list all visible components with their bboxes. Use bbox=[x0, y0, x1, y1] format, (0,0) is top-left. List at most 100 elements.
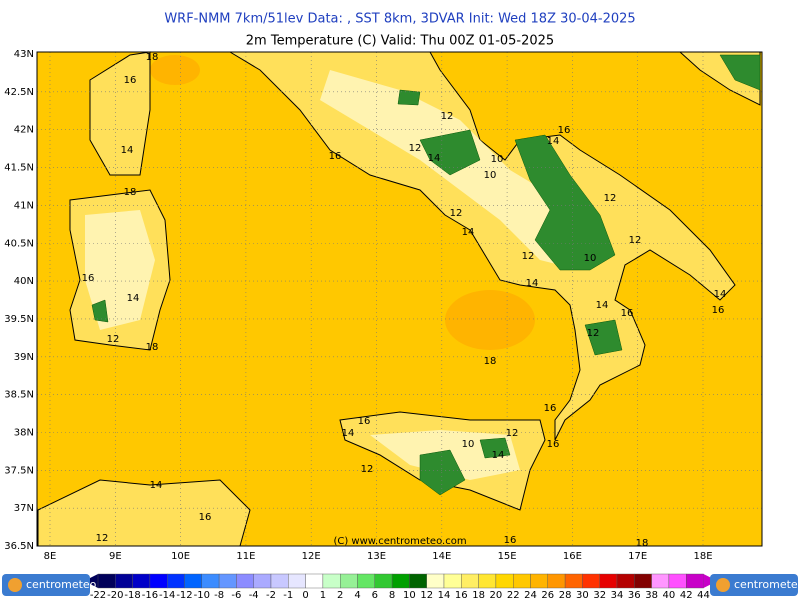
colorbar-label: -6 bbox=[231, 590, 241, 600]
colorbar-box bbox=[322, 573, 341, 589]
colorbar-label: -22 bbox=[90, 590, 106, 600]
colorbar-box bbox=[599, 573, 618, 589]
contour-label: 14 bbox=[127, 293, 140, 304]
contour-label: 12 bbox=[441, 111, 454, 122]
colorbar-box bbox=[461, 573, 479, 589]
colorbar-label: -2 bbox=[266, 590, 276, 600]
corsica bbox=[89, 51, 151, 176]
colorbar-label: -18 bbox=[124, 590, 140, 600]
frame bbox=[36, 51, 763, 547]
contour-label: 14 bbox=[121, 145, 134, 156]
colorbar-label: 38 bbox=[645, 590, 658, 600]
colorbar-box bbox=[166, 573, 185, 589]
map-area: 16 18 14 18 16 14 12 18 16 12 12 14 10 10 16 14 12 14 12 12… bbox=[36, 51, 763, 549]
colorbar: -22 -20 -18 -16 -14 -12 -10 -8 -6 -4 -2 -1 0 1 2 4 6 8 10 1… bbox=[84, 573, 718, 601]
colorbar-label: 16 bbox=[455, 590, 468, 600]
contour-label: 16 bbox=[329, 151, 342, 162]
contour-label: 12 bbox=[604, 193, 617, 204]
colorbar-box bbox=[201, 573, 220, 589]
colorbar-label: -8 bbox=[214, 590, 224, 600]
colorbar-box bbox=[374, 573, 393, 589]
lon-label: 13E bbox=[367, 551, 386, 562]
contour-label: 18 bbox=[146, 342, 159, 353]
logo-text: centrometeo bbox=[26, 578, 97, 591]
logo-text: centrometeo bbox=[734, 578, 800, 591]
colorbar-label: 40 bbox=[663, 590, 676, 600]
lon-label: 12E bbox=[302, 551, 321, 562]
colorbar-label: 44 bbox=[697, 590, 710, 600]
colorbar-arrow-left bbox=[84, 574, 98, 588]
lat-label: 41.5N bbox=[4, 163, 34, 174]
colorbar-label: -12 bbox=[176, 590, 192, 600]
colorbar-box bbox=[547, 573, 566, 589]
contour-label: 12 bbox=[409, 143, 422, 154]
colorbar-box bbox=[409, 573, 427, 589]
colorbar-label: 4 bbox=[354, 590, 360, 600]
lon-label: 16E bbox=[563, 551, 582, 562]
colorbar-box bbox=[115, 573, 133, 589]
warm-sea-patch bbox=[445, 290, 535, 350]
lat-label: 37N bbox=[14, 503, 34, 514]
colorbar-label: 0 bbox=[302, 590, 308, 600]
colorbar-label: 14 bbox=[438, 590, 451, 600]
lat-label: 38.5N bbox=[4, 390, 34, 401]
colorbar-box bbox=[495, 573, 514, 589]
contour-label: 18 bbox=[124, 187, 137, 198]
contour-label: 14 bbox=[596, 300, 609, 311]
contour-label: 12 bbox=[96, 533, 109, 544]
colorbar-box bbox=[634, 573, 652, 589]
lat-label: 39N bbox=[14, 352, 34, 363]
lat-label: 40.5N bbox=[4, 238, 34, 249]
contour-label: 18 bbox=[636, 538, 649, 549]
colorbar-box bbox=[616, 573, 635, 589]
mountains bbox=[479, 437, 511, 459]
mountains bbox=[719, 54, 761, 91]
colorbar-box bbox=[651, 573, 670, 589]
colorbar-label: 12 bbox=[420, 590, 433, 600]
colorbar-label: -10 bbox=[194, 590, 210, 600]
colorbar-label: -4 bbox=[249, 590, 259, 600]
colorbar-label: 1 bbox=[320, 590, 326, 600]
colorbar-label: 22 bbox=[507, 590, 520, 600]
colorbar-label: -14 bbox=[159, 590, 175, 600]
colorbar-label: 10 bbox=[403, 590, 416, 600]
contour-label: 14 bbox=[150, 480, 163, 491]
colorbar-label: 6 bbox=[372, 590, 378, 600]
colorbar-label: 24 bbox=[524, 590, 537, 600]
colorbar-box bbox=[184, 573, 202, 589]
colorbar-box bbox=[132, 573, 151, 589]
contour-label: 16 bbox=[621, 308, 634, 319]
contour-label: 10 bbox=[491, 154, 504, 165]
contour-label: 14 bbox=[462, 227, 475, 238]
lat-label: 42N bbox=[14, 125, 34, 136]
contour-label: 14 bbox=[492, 450, 505, 461]
colorbar-box bbox=[270, 573, 289, 589]
contour-label: 16 bbox=[544, 403, 557, 414]
contour-label: 12 bbox=[587, 328, 600, 339]
colorbar-label: -1 bbox=[283, 590, 293, 600]
lat-label: 37.5N bbox=[4, 465, 34, 476]
contour-label: 10 bbox=[484, 170, 497, 181]
mountains bbox=[514, 134, 616, 271]
colorbar-box bbox=[426, 573, 445, 589]
contour-label: 16 bbox=[124, 75, 137, 86]
contour-label: 12 bbox=[522, 251, 535, 262]
colorbar-box bbox=[97, 573, 116, 589]
contour-label: 14 bbox=[714, 289, 727, 300]
colorbar-box bbox=[443, 573, 462, 589]
colorbar-box bbox=[478, 573, 497, 589]
title: WRF-NMM 7km/51lev Data: , SST 8km, 3DVAR… bbox=[164, 12, 635, 27]
contour-label: 16 bbox=[712, 305, 725, 316]
colorbar-box bbox=[236, 573, 254, 589]
lon-label: 17E bbox=[628, 551, 647, 562]
colorbar-label: 2 bbox=[337, 590, 343, 600]
logo-right: centrometeo bbox=[710, 574, 800, 596]
lon-label: 18E bbox=[693, 551, 712, 562]
contour-label: 14 bbox=[526, 278, 539, 289]
colorbar-label: 28 bbox=[559, 590, 572, 600]
colorbar-label: 20 bbox=[490, 590, 503, 600]
colorbar-box bbox=[668, 573, 687, 589]
lon-label: 11E bbox=[236, 551, 255, 562]
colorbar-label: 26 bbox=[541, 590, 554, 600]
